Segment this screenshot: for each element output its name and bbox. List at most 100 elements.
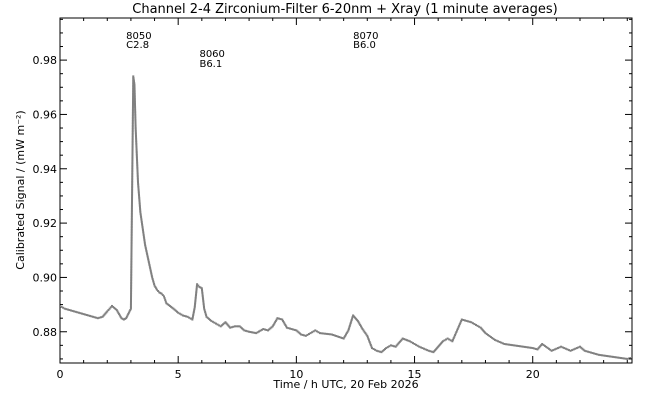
data-point <box>125 317 128 320</box>
data-point <box>131 137 134 140</box>
data-point <box>467 320 470 323</box>
data-point <box>252 331 255 334</box>
data-point <box>135 141 138 144</box>
data-point <box>130 227 133 230</box>
data-point <box>131 160 134 163</box>
data-point <box>157 290 160 293</box>
data-point <box>132 91 135 94</box>
data-point <box>171 306 174 309</box>
data-point <box>599 354 602 357</box>
data-point <box>137 184 140 187</box>
data-point <box>367 337 370 340</box>
data-point <box>139 214 142 217</box>
data-point <box>195 286 198 289</box>
data-point <box>191 318 194 321</box>
data-point <box>133 89 136 92</box>
data-point <box>130 264 133 267</box>
data-point <box>347 327 350 330</box>
data-point <box>145 248 148 251</box>
y-tick-label: 0.90 <box>33 271 58 284</box>
data-point <box>131 121 134 124</box>
data-point <box>192 312 195 315</box>
data-point <box>384 348 386 351</box>
data-point <box>427 349 430 352</box>
data-point <box>193 304 196 307</box>
data-point <box>419 346 422 349</box>
data-point <box>155 287 158 290</box>
data-point <box>133 99 136 102</box>
data-point <box>155 288 158 291</box>
data-point <box>389 344 392 347</box>
data-point <box>380 351 383 354</box>
data-point <box>470 321 473 324</box>
data-point <box>398 341 401 344</box>
data-point <box>134 110 137 113</box>
data-point <box>132 88 135 91</box>
data-point <box>131 195 134 198</box>
data-point <box>99 316 102 319</box>
data-point <box>166 303 169 306</box>
data-point <box>327 333 330 336</box>
data-point <box>205 315 208 318</box>
data-point <box>624 357 627 360</box>
data-point <box>143 242 146 245</box>
data-point <box>131 134 134 137</box>
data-point <box>138 203 141 206</box>
data-point <box>424 348 427 351</box>
data-point <box>586 350 589 353</box>
data-point <box>131 193 134 196</box>
data-point <box>200 287 203 290</box>
data-point <box>213 321 216 324</box>
data-point <box>132 89 135 92</box>
data-point <box>109 306 112 309</box>
data-point <box>421 347 424 350</box>
data-point <box>449 339 452 342</box>
data-point <box>613 356 616 359</box>
data-point <box>493 338 496 341</box>
data-point <box>519 345 522 348</box>
data-point <box>509 343 512 346</box>
data-point <box>451 340 454 343</box>
data-point <box>201 290 204 293</box>
data-point <box>134 120 137 123</box>
data-point <box>602 354 605 357</box>
data-point <box>460 320 463 323</box>
data-point <box>142 235 145 238</box>
data-point <box>322 332 325 335</box>
data-point <box>418 345 421 348</box>
data-point <box>131 107 134 110</box>
data-point <box>88 314 91 317</box>
data-point <box>132 77 135 80</box>
data-point <box>181 314 184 317</box>
data-point <box>68 309 71 312</box>
data-point <box>411 342 414 345</box>
data-point <box>413 342 416 345</box>
data-point <box>201 291 204 294</box>
data-point <box>134 123 137 126</box>
data-point <box>226 323 229 326</box>
data-point <box>122 318 125 321</box>
data-point <box>127 311 130 314</box>
data-point <box>92 315 95 318</box>
event-id-label: 8050 <box>126 31 151 42</box>
data-point <box>148 265 151 268</box>
data-point <box>320 332 323 335</box>
data-point <box>349 321 352 324</box>
data-point <box>542 343 545 346</box>
data-point <box>143 237 146 240</box>
data-point <box>131 177 134 180</box>
data-point <box>215 322 217 325</box>
data-point <box>204 312 207 315</box>
data-point <box>239 326 242 329</box>
data-point <box>207 317 210 320</box>
data-point <box>567 349 570 352</box>
data-point <box>330 333 333 336</box>
data-point <box>129 309 132 312</box>
data-point <box>374 348 377 351</box>
data-point <box>134 107 137 110</box>
data-point <box>203 309 206 312</box>
data-point <box>582 348 585 351</box>
data-point <box>131 147 134 150</box>
data-point <box>539 345 542 348</box>
data-point <box>130 209 133 212</box>
